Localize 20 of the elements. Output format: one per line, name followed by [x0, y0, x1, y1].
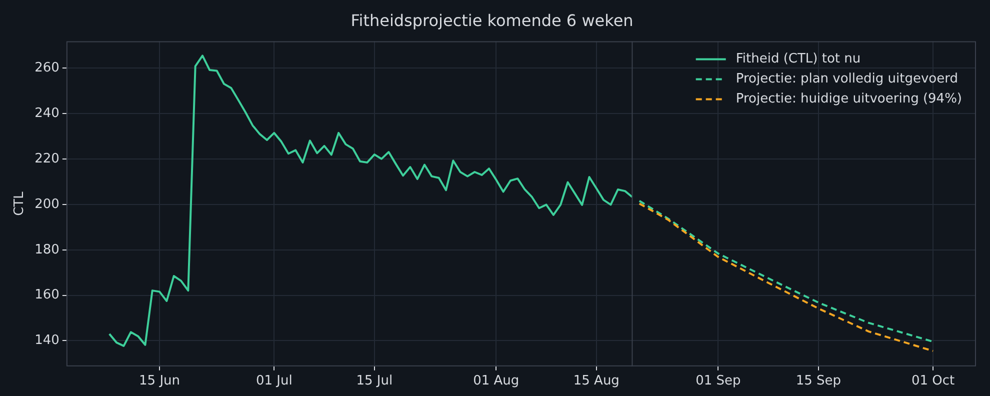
- x-tick-label: 01 Aug: [473, 374, 520, 389]
- x-tick-label: 15 Jun: [139, 374, 180, 389]
- y-tick-label: 200: [34, 196, 60, 212]
- x-tick-label: 01 Jul: [256, 374, 292, 389]
- y-tick-label: 260: [34, 60, 60, 76]
- x-tick-label: 01 Sep: [696, 374, 741, 389]
- chart-title: Fitheidsprojectie komende 6 weken: [350, 10, 634, 30]
- x-tick-label: 01 Oct: [911, 374, 955, 389]
- legend-label: Projectie: huidige uitvoering (94%): [736, 92, 962, 107]
- legend-label: Fitheid (CTL) tot nu: [736, 52, 861, 67]
- y-tick-label: 180: [34, 242, 60, 258]
- y-tick-label: 240: [34, 106, 60, 122]
- y-tick-label: 220: [34, 151, 60, 166]
- x-tick-label: 15 Jul: [356, 374, 393, 389]
- x-tick-label: 15 Sep: [796, 374, 842, 389]
- y-tick-label: 140: [34, 333, 60, 348]
- legend-label: Projectie: plan volledig uitgevoerd: [736, 72, 958, 87]
- x-tick-label: 15 Aug: [573, 374, 620, 389]
- y-axis-title: CTL: [12, 190, 28, 216]
- y-tick-label: 160: [34, 288, 60, 303]
